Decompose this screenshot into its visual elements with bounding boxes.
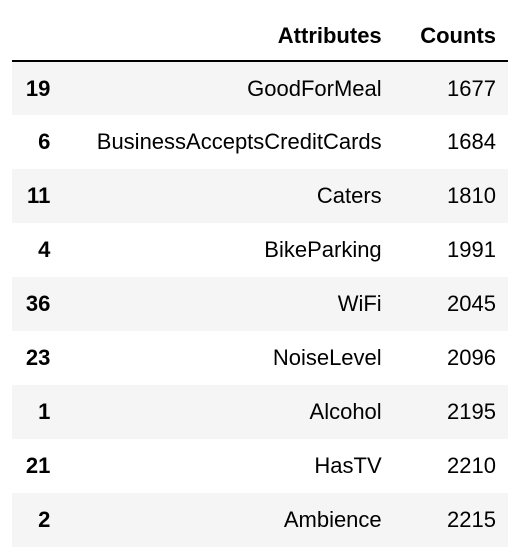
row-count: 1991 <box>447 237 496 262</box>
row-attribute: BikeParking <box>264 237 382 262</box>
table-row: 1 Alcohol 2195 <box>12 385 508 439</box>
row-attribute: HasTV <box>314 453 382 478</box>
table-row: 6 BusinessAcceptsCreditCards 1684 <box>12 115 508 169</box>
table-body: 19 GoodForMeal 1677 6 BusinessAcceptsCre… <box>12 61 508 547</box>
row-count: 2045 <box>447 291 496 316</box>
row-attribute: BusinessAcceptsCreditCards <box>96 129 382 154</box>
row-count: 1677 <box>447 75 496 101</box>
row-attribute: Alcohol <box>309 399 382 424</box>
row-attribute: Ambience <box>283 507 382 532</box>
row-count: 2215 <box>447 507 496 532</box>
row-index: 19 <box>25 75 51 101</box>
row-attribute: NoiseLevel <box>272 345 382 370</box>
row-count: 2195 <box>447 399 496 424</box>
row-attribute: GoodForMeal <box>247 75 382 101</box>
table-row: 36 WiFi 2045 <box>12 277 508 331</box>
row-count: 1810 <box>447 183 496 208</box>
row-index: 36 <box>25 291 51 316</box>
row-index: 4 <box>38 237 51 262</box>
row-count: 1684 <box>447 129 496 154</box>
row-index: 11 <box>27 183 51 208</box>
table-row: 2 Ambience 2215 <box>12 493 508 547</box>
row-index: 21 <box>25 453 51 478</box>
table-row: 19 GoodForMeal 1677 <box>12 61 508 115</box>
row-index: 2 <box>38 507 51 532</box>
row-index: 6 <box>38 129 51 154</box>
table-row: 23 NoiseLevel 2096 <box>12 331 508 385</box>
table-row: 21 HasTV 2210 <box>12 439 508 493</box>
table-header: Attributes Counts <box>12 8 508 61</box>
header-counts: Counts <box>420 23 496 48</box>
dataframe-table: Attributes Counts 19 GoodForMeal 1677 6 … <box>12 8 508 547</box>
header-row: Attributes Counts <box>12 8 508 61</box>
table-row: 4 BikeParking 1991 <box>12 223 508 277</box>
row-attribute: Caters <box>316 183 382 208</box>
table-row: 11 Caters 1810 <box>12 169 508 223</box>
row-count: 2096 <box>447 345 496 370</box>
row-attribute: WiFi <box>337 291 382 316</box>
row-index: 1 <box>38 399 51 424</box>
header-index <box>12 8 50 61</box>
header-attributes: Attributes <box>277 23 382 48</box>
row-index: 23 <box>25 345 51 370</box>
row-count: 2210 <box>447 453 496 478</box>
